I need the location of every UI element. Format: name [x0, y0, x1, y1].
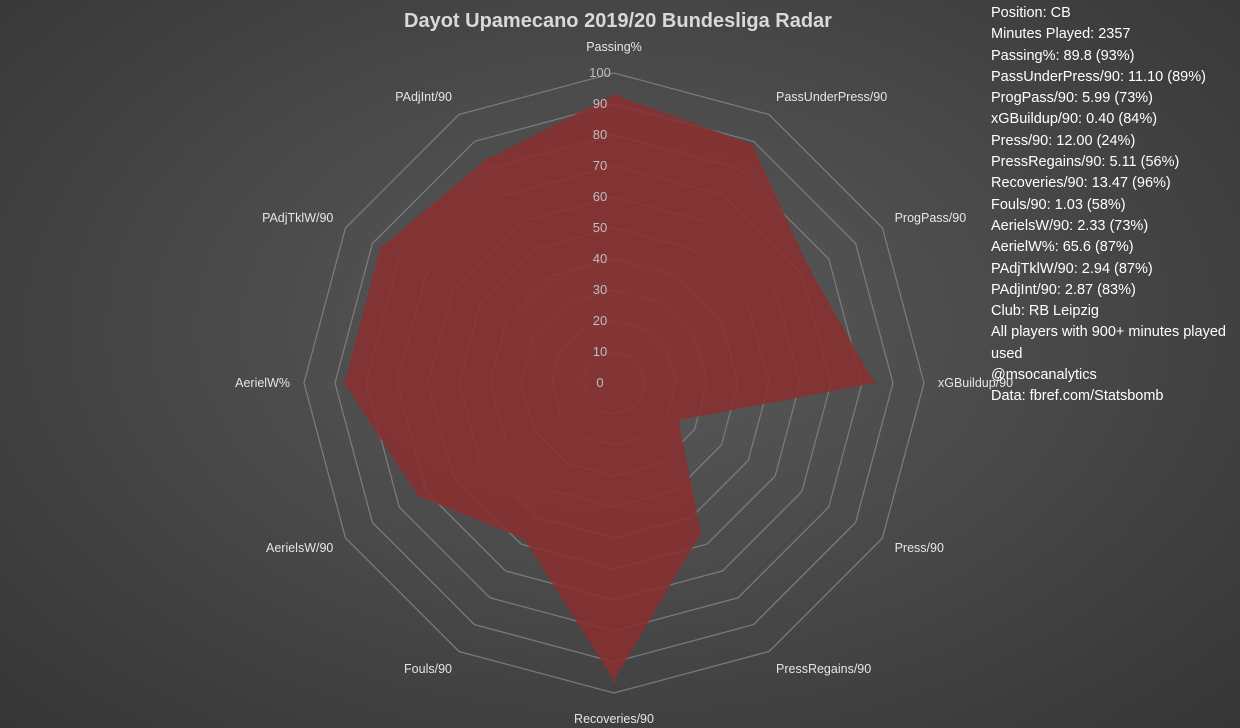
author-handle: @msocanalytics [991, 367, 1097, 384]
tick-label-20: 20 [593, 313, 607, 328]
axis-label-2: PassUnderPress/90 [776, 90, 887, 104]
data-point-9 [416, 494, 420, 498]
stat-pass-under-press: PassUnderPress/90: 11.10 (89%) [991, 68, 1206, 85]
data-source: Data: fbref.com/Statsbomb [991, 388, 1164, 405]
sample-note: All players with 900+ minutes played use… [991, 324, 1226, 362]
data-point-11 [378, 246, 382, 250]
axis-label-6: PressRegains/90 [776, 662, 871, 676]
data-point-7 [612, 679, 616, 683]
stat-press: Press/90: 12.00 (24%) [991, 132, 1136, 149]
position-text: Position: CB [991, 5, 1071, 21]
tick-label-90: 90 [593, 96, 607, 111]
stat-xg-buildup: xGBuildup/90: 0.40 (84%) [991, 111, 1158, 128]
data-area [344, 94, 875, 681]
axis-label-8: Fouls/90 [404, 662, 452, 676]
data-point-6 [699, 531, 703, 535]
data-point-10 [342, 381, 346, 385]
tick-label-10: 10 [593, 344, 607, 359]
chart-title: Dayot Upamecano 2019/20 Bundesliga Radar [404, 10, 832, 32]
tick-label-100: 100 [589, 65, 611, 80]
axis-label-7: Recoveries/90 [574, 712, 654, 726]
minutes-text: Minutes Played: 2357 [991, 26, 1131, 43]
stat-recoveries: Recoveries/90: 13.47 (96%) [991, 175, 1171, 192]
data-point-2 [750, 142, 754, 146]
axis-label-1: Passing% [586, 40, 642, 54]
tick-label-40: 40 [593, 251, 607, 266]
stat-prog-pass: ProgPass/90: 5.99 (73%) [991, 90, 1154, 107]
axis-label-9: AerielsW/90 [266, 541, 333, 555]
stat-fouls: Fouls/90: 1.03 (58%) [991, 196, 1126, 213]
axis-label-4: xGBuildup/90 [938, 376, 1013, 390]
axis-label-5: Press/90 [895, 541, 944, 555]
grid-ring-100 [303, 72, 925, 694]
stat-aerial-win-pct: AerielW%: 65.6 (87%) [991, 239, 1134, 256]
data-point-1 [612, 93, 616, 97]
data-point-5 [676, 418, 680, 422]
tick-label-80: 80 [593, 127, 607, 142]
data-point-8 [522, 537, 526, 541]
data-point-3 [808, 268, 812, 272]
tick-label-50: 50 [593, 220, 607, 235]
axis-label-10: AerielW% [235, 376, 290, 390]
axis-label-3: ProgPass/90 [895, 211, 967, 225]
axis-label-11: PAdjTklW/90 [262, 211, 333, 225]
tick-label-30: 30 [593, 282, 607, 297]
stat-passing: Passing%: 89.8 (93%) [991, 47, 1135, 64]
stat-press-regains: PressRegains/90: 5.11 (56%) [991, 154, 1180, 171]
data-point-12 [483, 158, 487, 162]
club-text: Club: RB Leipzig [991, 303, 1099, 320]
stat-padj-interceptions: PAdjInt/90: 2.87 (83%) [991, 281, 1136, 298]
axis-label-12: PAdjInt/90 [395, 90, 452, 104]
tick-label-70: 70 [593, 158, 607, 173]
data-point-4 [872, 381, 876, 385]
stat-aerials-won: AerielsW/90: 2.33 (73%) [991, 217, 1149, 234]
stats-panel: Position: CB Minutes Played: 2357 Passin… [991, 3, 1231, 408]
tick-label-0: 0 [596, 375, 603, 390]
stat-padj-tackles: PAdjTklW/90: 2.94 (87%) [991, 260, 1153, 277]
tick-label-60: 60 [593, 189, 607, 204]
